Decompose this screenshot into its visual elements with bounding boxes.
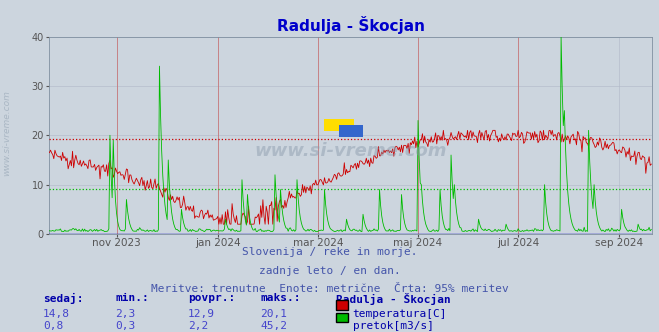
Text: Radulja - Škocjan: Radulja - Škocjan [336, 293, 451, 305]
Text: 20,1: 20,1 [260, 309, 287, 319]
Text: 14,8: 14,8 [43, 309, 70, 319]
Text: www.si-vreme.com: www.si-vreme.com [254, 142, 447, 160]
Text: www.si-vreme.com: www.si-vreme.com [2, 90, 11, 176]
Text: povpr.:: povpr.: [188, 293, 235, 303]
Text: 45,2: 45,2 [260, 321, 287, 331]
Text: 2,2: 2,2 [188, 321, 208, 331]
Text: 2,3: 2,3 [115, 309, 136, 319]
Text: Meritve: trenutne  Enote: metrične  Črta: 95% meritev: Meritve: trenutne Enote: metrične Črta: … [151, 284, 508, 294]
Text: maks.:: maks.: [260, 293, 301, 303]
Bar [324, 120, 354, 131]
Title: Radulja - Škocjan: Radulja - Škocjan [277, 16, 425, 34]
Text: zadnje leto / en dan.: zadnje leto / en dan. [258, 266, 401, 276]
Text: temperatura[C]: temperatura[C] [353, 309, 447, 319]
Text: 12,9: 12,9 [188, 309, 215, 319]
Text: 0,8: 0,8 [43, 321, 63, 331]
Text: 0,3: 0,3 [115, 321, 136, 331]
Bar [339, 125, 363, 137]
Text: sedaj:: sedaj: [43, 293, 83, 304]
Text: Slovenija / reke in morje.: Slovenija / reke in morje. [242, 247, 417, 257]
Text: pretok[m3/s]: pretok[m3/s] [353, 321, 434, 331]
Text: min.:: min.: [115, 293, 149, 303]
